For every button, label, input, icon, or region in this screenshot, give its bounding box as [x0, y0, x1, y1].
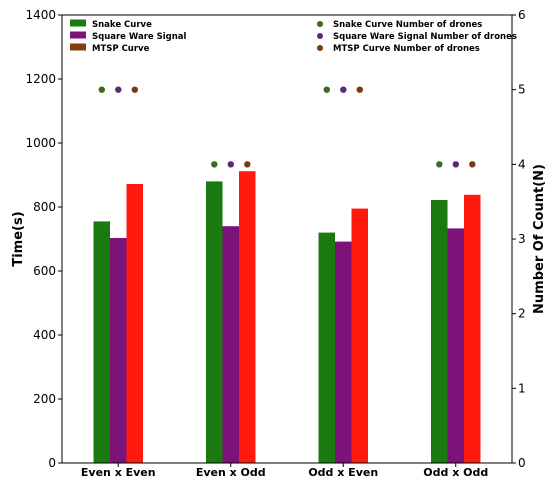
bar-1-2 [206, 181, 223, 463]
bar-3-3 [351, 208, 368, 463]
bar-1-4 [431, 200, 448, 463]
axes-layer: Even x Even Even x Odd Odd x Even Odd x Odd… [25, 8, 525, 479]
y-tick-label-6: 1000 [25, 136, 56, 150]
legend-drone-label-1: Snake Curve Number of drones [333, 20, 482, 30]
drone-marker-1-4 [436, 161, 443, 168]
drone-count-markers-layer [98, 86, 476, 168]
drone-marker-2-4 [452, 161, 459, 168]
y2-tick-label-6: 5 [518, 83, 526, 97]
y2-tick-label-5: 4 [518, 157, 526, 171]
drone-marker-3-4 [469, 161, 476, 168]
legend-swatch-2 [70, 31, 86, 39]
drone-marker-2-1 [115, 86, 122, 93]
drone-marker-3-3 [356, 86, 363, 93]
bar-3-4 [464, 194, 481, 464]
bar-2-2 [222, 226, 239, 463]
legend-marker-1 [317, 21, 323, 27]
legend-drone-counts: Snake Curve Number of drones Square Ware … [317, 20, 517, 54]
legend-drone-label-2: Square Ware Signal Number of drones [333, 32, 517, 42]
y2-axis-title: Number Of Count(N) [532, 164, 547, 314]
legend-swatch-1 [70, 19, 86, 27]
legend-drone-label-3: MTSP Curve Number of drones [333, 44, 480, 54]
y-axis-title: Time(s) [11, 211, 26, 266]
bar-2-4 [447, 228, 464, 463]
x-tick-label-3: Odd x Even [308, 466, 378, 479]
legend-swatch-3 [70, 43, 86, 51]
bar-2-3 [335, 241, 352, 463]
y-tick-label-1: 0 [48, 456, 56, 470]
drone-marker-2-2 [227, 161, 234, 168]
y-tick-label-5: 800 [33, 200, 56, 214]
bar-1-1 [93, 221, 110, 463]
bars-layer [93, 171, 481, 464]
x-tick-label-2: Even x Odd [196, 466, 266, 479]
y2-tick-label-3: 2 [518, 307, 526, 321]
y2-tick-label-1: 0 [518, 456, 526, 470]
y-tick-label-7: 1200 [25, 72, 56, 86]
y-tick-label-2: 200 [33, 392, 56, 406]
bar-3-1 [126, 184, 143, 463]
y-tick-label-8: 1400 [25, 8, 56, 22]
drone-marker-2-3 [340, 86, 347, 93]
y2-tick-label-7: 6 [518, 8, 526, 22]
legend-bars: Snake Curve Square Ware Signal MTSP Curve [70, 19, 187, 54]
y-tick-label-3: 400 [33, 328, 56, 342]
legend-marker-3 [317, 45, 323, 51]
x-tick-label-1: Even x Even [81, 466, 156, 479]
drone-marker-3-1 [131, 86, 138, 93]
drone-marker-3-2 [244, 161, 251, 168]
legend-label-1: Snake Curve [92, 20, 152, 30]
bar-3-2 [239, 171, 256, 463]
y2-tick-label-4: 3 [518, 232, 526, 246]
drone-marker-1-1 [98, 86, 106, 93]
x-tick-label-4: Odd x Odd [423, 466, 488, 479]
y-tick-label-4: 600 [33, 264, 56, 278]
y2-tick-label-2: 1 [518, 381, 526, 395]
bar-2-1 [110, 238, 127, 463]
drone-marker-1-2 [211, 161, 218, 168]
legend-marker-2 [317, 33, 323, 39]
legend-label-3: MTSP Curve [92, 44, 150, 54]
legend-label-2: Square Ware Signal [92, 32, 187, 42]
bar-1-3 [318, 232, 335, 463]
drone-marker-1-3 [323, 86, 330, 93]
